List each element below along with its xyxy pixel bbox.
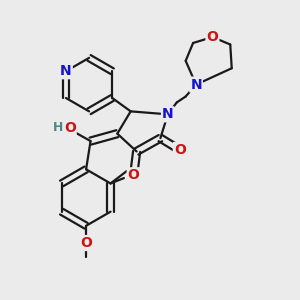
Text: O: O: [80, 236, 92, 250]
Text: N: N: [60, 64, 72, 78]
Text: N: N: [190, 78, 202, 92]
Text: N: N: [162, 107, 174, 121]
Text: O: O: [206, 30, 218, 44]
Text: O: O: [64, 121, 76, 135]
Text: O: O: [174, 143, 186, 157]
Text: H: H: [53, 121, 64, 134]
Text: O: O: [128, 168, 140, 182]
